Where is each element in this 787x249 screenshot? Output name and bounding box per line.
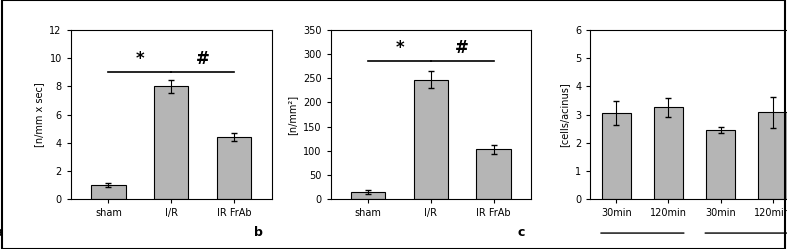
Text: c: c [517, 226, 525, 239]
Bar [706, 130, 735, 199]
Text: b: b [254, 226, 263, 239]
Bar [91, 185, 126, 199]
Bar [476, 149, 511, 199]
Text: *: * [395, 39, 404, 58]
Bar [216, 137, 251, 199]
Y-axis label: [n/mm²]: [n/mm²] [287, 94, 297, 135]
Text: #: # [456, 39, 469, 58]
Text: #: # [196, 50, 209, 68]
Bar [654, 108, 683, 199]
Bar [351, 192, 386, 199]
Bar [602, 113, 630, 199]
Bar [759, 112, 787, 199]
Bar [154, 86, 188, 199]
Y-axis label: [n/mm x sec]: [n/mm x sec] [34, 82, 44, 147]
Y-axis label: [cells/acinus]: [cells/acinus] [560, 82, 570, 147]
Text: *: * [135, 50, 144, 68]
Text: a: a [0, 226, 3, 239]
Bar [414, 80, 448, 199]
